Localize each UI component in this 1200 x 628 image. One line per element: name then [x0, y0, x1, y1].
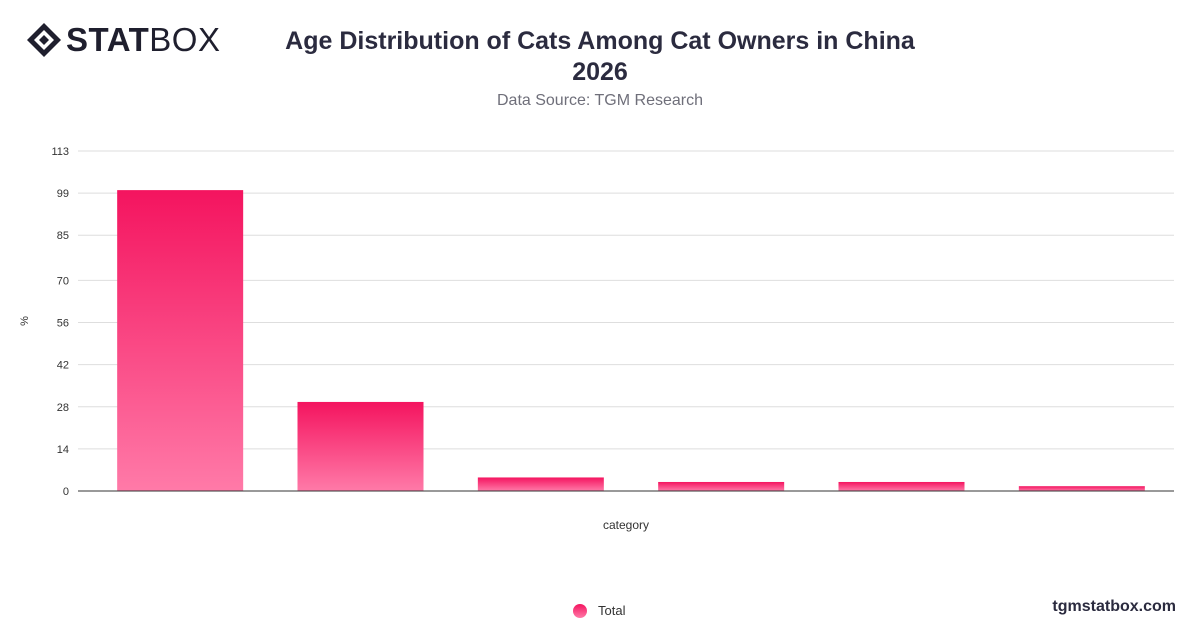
brand-name-light: BOX: [149, 21, 221, 58]
brand-wordmark: STATBOX: [66, 22, 220, 58]
legend-swatch-total: [573, 603, 587, 618]
y-tick-label: 70: [57, 275, 69, 287]
chart-title-line1: Age Distribution of Cats Among Cat Owner…: [285, 27, 915, 55]
bar-total-2[interactable]: [297, 401, 424, 491]
y-tick-label: 113: [51, 146, 69, 158]
grid-lines: [78, 150, 1174, 450]
brand-logo: STATBOX: [26, 22, 220, 58]
chart-subtitle: Data Source: TGM Research: [496, 92, 703, 109]
legend-label-total: Total: [598, 603, 626, 618]
y-tick-label: 42: [57, 360, 69, 372]
footer-url[interactable]: tgmstatbox.com: [1052, 598, 1176, 615]
bar-total-4[interactable]: [658, 481, 785, 491]
y-tick-label: 14: [57, 444, 69, 456]
bars: [117, 190, 1145, 491]
brand-name-bold: STAT: [66, 21, 150, 58]
bar-total-6[interactable]: [1018, 486, 1145, 491]
y-tick-label: 28: [57, 402, 69, 414]
legend[interactable]: Total: [573, 603, 625, 618]
x-axis-label: category: [603, 518, 649, 532]
y-tick-label: 0: [63, 486, 69, 498]
y-tick-label: 99: [57, 188, 69, 200]
statbox-diamond-icon: [27, 23, 61, 57]
chart-title-line2: 2026: [572, 58, 628, 86]
y-tick-label: 85: [57, 230, 69, 242]
bar-total-1[interactable]: [117, 190, 244, 491]
y-axis-label: %: [19, 316, 31, 326]
bar-total-3[interactable]: [477, 477, 604, 491]
chart-title: Age Distribution of Cats Among Cat Owner…: [250, 26, 950, 88]
y-tick-label: 56: [57, 318, 69, 330]
bar-total-5[interactable]: [838, 481, 965, 491]
y-axis-ticks: 0 14 28 42 56 70 85 99 113: [51, 146, 69, 498]
